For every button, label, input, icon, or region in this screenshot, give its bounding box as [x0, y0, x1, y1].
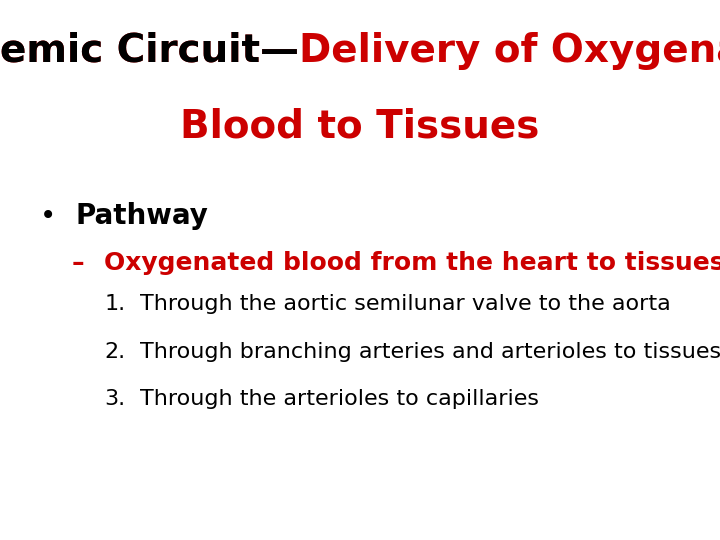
- Text: Blood to Tissues: Blood to Tissues: [180, 108, 540, 146]
- Text: Systemic Circuit—Delivery of Oxygenated: Systemic Circuit—Delivery of Oxygenated: [0, 32, 720, 70]
- Text: 1.: 1.: [104, 294, 125, 314]
- Text: Through branching arteries and arterioles to tissues: Through branching arteries and arteriole…: [140, 342, 720, 362]
- Text: Systemic Circuit—: Systemic Circuit—: [0, 32, 299, 70]
- Text: 3.: 3.: [104, 389, 125, 409]
- Text: Oxygenated blood from the heart to tissues: Oxygenated blood from the heart to tissu…: [104, 251, 720, 275]
- Text: Pathway: Pathway: [76, 202, 209, 231]
- Text: 2.: 2.: [104, 342, 125, 362]
- Text: •: •: [40, 202, 56, 231]
- Text: –: –: [72, 251, 85, 275]
- Text: Through the aortic semilunar valve to the aorta: Through the aortic semilunar valve to th…: [140, 294, 671, 314]
- Text: Through the arterioles to capillaries: Through the arterioles to capillaries: [140, 389, 539, 409]
